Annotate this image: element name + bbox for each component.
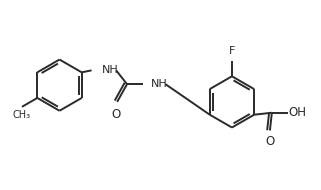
Text: CH₃: CH₃: [13, 110, 31, 120]
Text: O: O: [265, 135, 274, 148]
Text: F: F: [229, 46, 235, 56]
Text: OH: OH: [289, 106, 307, 119]
Text: O: O: [112, 108, 121, 121]
Text: NH: NH: [151, 79, 168, 89]
Text: NH: NH: [101, 65, 118, 75]
